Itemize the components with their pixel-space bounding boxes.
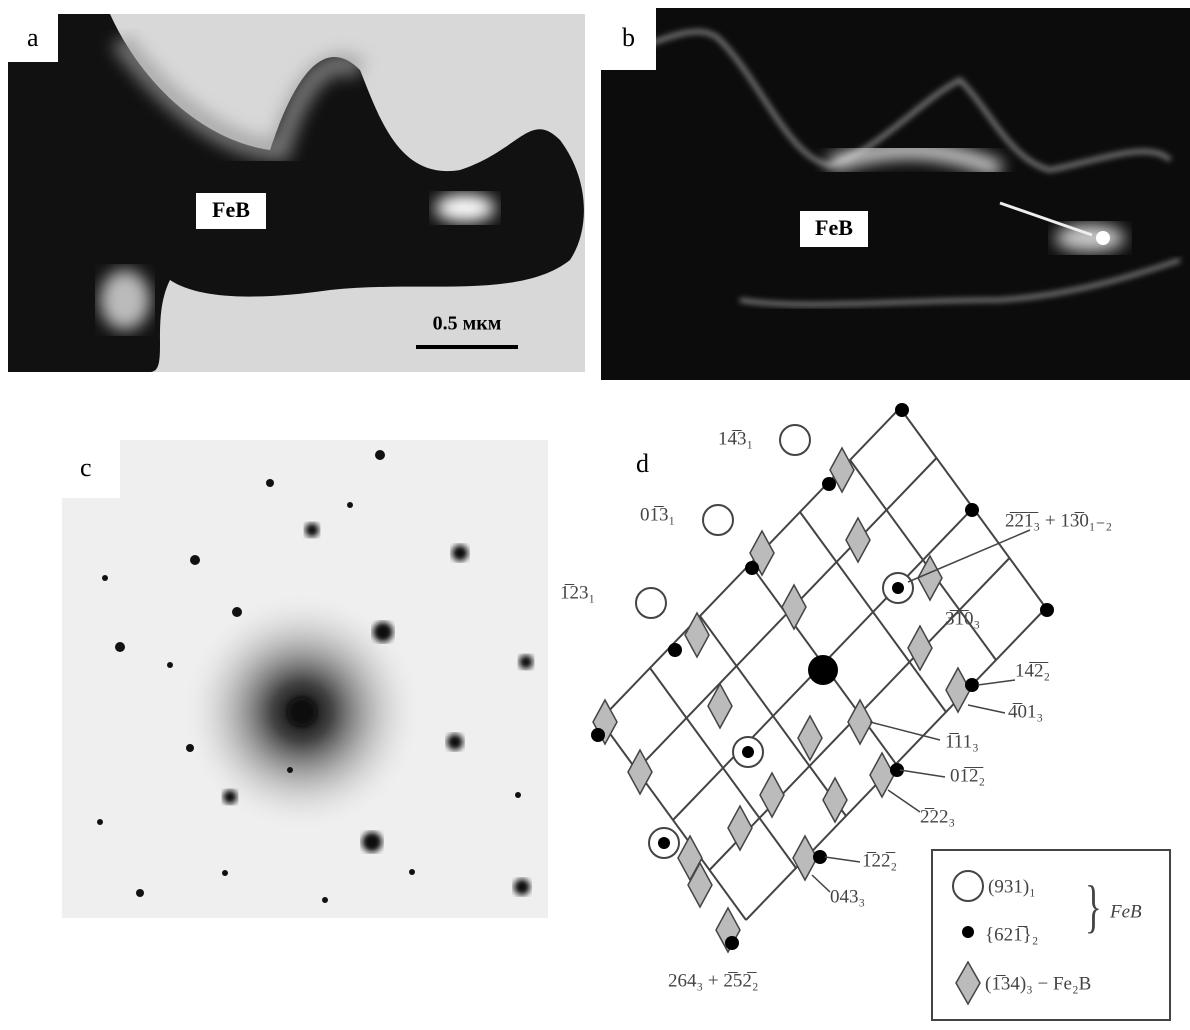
diffraction-spot <box>375 450 385 460</box>
reflection-label: 4̅01₃ <box>1008 701 1043 722</box>
lattice-line <box>600 720 746 920</box>
feb2-reflection <box>1040 603 1054 617</box>
diffraction-spot <box>186 744 194 752</box>
reflection-label: 1̅23₁ <box>560 582 595 603</box>
diffraction-spot <box>305 523 319 537</box>
panel-label: b <box>622 23 635 52</box>
feb1-reflection <box>780 425 810 455</box>
fe2b-reflection <box>685 613 709 657</box>
phase-label: FeB <box>212 197 250 222</box>
reflection-label: 01̅3₁ <box>640 504 675 525</box>
reflection-label: 264₃ + 2̅52̅₂ <box>668 970 758 991</box>
feb2-reflection <box>965 503 979 517</box>
feb1-reflection <box>703 505 733 535</box>
diffraction-pattern <box>62 440 548 918</box>
diffraction-spot <box>452 545 468 561</box>
diffraction-spot <box>167 662 173 668</box>
diffraction-spot <box>515 792 521 798</box>
fe2b-reflection <box>782 585 806 629</box>
panel-label: a <box>27 23 39 52</box>
panel-label: c <box>80 453 92 482</box>
feb2-reflection <box>813 850 827 864</box>
feb2-reflection <box>591 728 605 742</box>
diffraction-spot <box>222 870 228 876</box>
fe2b-reflection <box>760 773 784 817</box>
diffraction-spot <box>409 869 415 875</box>
diffraction-spot <box>190 555 200 565</box>
feb2-reflection <box>668 643 682 657</box>
phase-label: FeB <box>815 215 853 240</box>
diffraction-spot <box>519 655 533 669</box>
diffraction-spot <box>287 767 293 773</box>
reflection-label: 14̅3₁ <box>718 428 753 449</box>
diffraction-spot <box>223 790 237 804</box>
reflection-label: 1̅22̅₂ <box>862 850 897 871</box>
diffraction-spot <box>447 734 463 750</box>
feb2-reflection <box>742 746 754 758</box>
legend-entry: (931)₁ <box>988 876 1036 897</box>
feb2-reflection <box>895 403 909 417</box>
central-spot <box>808 655 838 685</box>
fe2b-reflection <box>846 518 870 562</box>
reflection-label: 2̅22₃ <box>920 806 955 827</box>
fe2b-reflection <box>946 668 970 712</box>
legend-entry: {621̅}₂ <box>985 924 1038 945</box>
fe2b-reflection <box>728 806 752 850</box>
reflection-label: 14̅2̅₂ <box>1015 660 1050 681</box>
diffraction-spot <box>266 479 274 487</box>
diffraction-spot <box>347 502 353 508</box>
feb2-reflection <box>965 678 979 692</box>
diffraction-spot <box>97 819 103 825</box>
reflection-label: 043₃ <box>830 886 865 907</box>
figure: a FeB 0.5 мкм b FeB c d 14̅3₁ 01̅3₁ 1̅23… <box>0 0 1190 1025</box>
fe2b-reflection <box>823 778 847 822</box>
reflection-label: 1̅11₃ <box>945 731 979 752</box>
scale-bar-label: 0.5 мкм <box>433 313 502 335</box>
diffraction-spot <box>136 889 144 897</box>
diffraction-spot <box>362 832 382 852</box>
feb2-reflection <box>658 837 670 849</box>
feb1-reflection <box>636 588 666 618</box>
reflection-label: 01̅2̅₂ <box>950 765 985 786</box>
diffraction-spot <box>288 698 316 726</box>
feb2-reflection <box>745 561 759 575</box>
reflection-label: 3̅1̅0₃ <box>945 608 980 629</box>
diffraction-spot <box>373 622 393 642</box>
feb2-reflection <box>725 936 739 950</box>
panel-label: d <box>636 449 649 478</box>
diffraction-spot <box>115 642 125 652</box>
diffraction-spot <box>322 897 328 903</box>
legend-group: FeB <box>1109 901 1142 922</box>
micrograph-b <box>601 8 1190 380</box>
feb2-reflection <box>822 477 836 491</box>
legend: (931)₁ {621̅}₂ } FeB (1̅34)₃ − Fe₂B <box>932 850 1170 1020</box>
feb2-reflection <box>892 582 904 594</box>
diffraction-spot <box>102 575 108 581</box>
svg-text:}: } <box>1085 874 1102 938</box>
fe2b-reflection <box>870 753 894 797</box>
diffraction-spot <box>514 879 530 895</box>
legend-entry: (1̅34)₃ − Fe₂B <box>985 973 1091 994</box>
diffraction-spot <box>232 607 242 617</box>
fe2b-reflection <box>798 716 822 760</box>
reflection-label: 2̅2̅1̅₃ + 13̅0₁₋₂ <box>1005 510 1112 531</box>
fe2b-reflection <box>848 700 872 744</box>
